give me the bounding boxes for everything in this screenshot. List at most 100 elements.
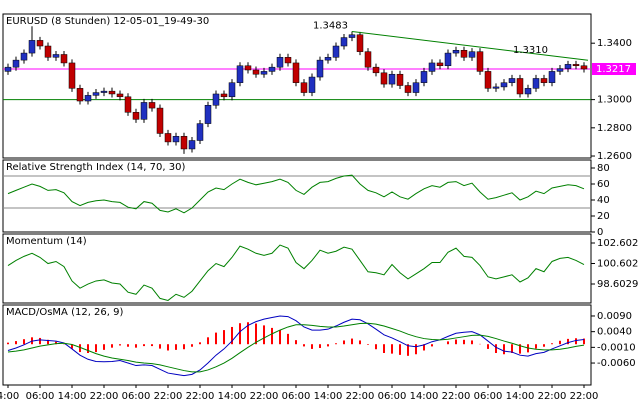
candle-body [524,88,532,95]
candle-body [164,133,172,143]
osma-bar [343,340,345,345]
candle-body [28,40,36,54]
osma-bar [319,344,321,348]
candle-body [412,82,420,93]
candle-body [532,78,540,89]
candle-body [156,107,164,134]
osma-bar [191,344,193,347]
candle-body [484,71,492,89]
candle-body [36,40,44,47]
panel-frame [2,159,592,233]
y-tick-label: 98.6029 [597,279,638,290]
osma-bar [375,344,377,350]
osma-bar [351,338,353,345]
candle-body [500,82,508,88]
osma-bar [95,344,97,353]
indicator-line [7,174,585,214]
candle-body [20,52,28,61]
osma-bar [271,327,273,345]
osma-bar [455,339,457,345]
candle-body [52,54,60,58]
price-label-box [592,63,636,76]
candle-body [420,71,428,83]
candle-body [396,73,404,86]
osma-bar [495,344,497,353]
osma-bar [255,323,257,345]
osma-bar [367,344,369,345]
candle-body [388,73,396,85]
osma-bar [215,332,217,345]
candle-body [204,105,212,124]
x-tick-label: 22:00 [442,391,471,402]
osma-bar [503,344,505,355]
y-tick-label: 20 [597,211,610,222]
osma-bar [223,330,225,345]
y-tick-label: 0.0090 [597,311,632,322]
osma-bar [159,344,161,349]
trend-label: 1.3310 [513,45,548,56]
osma-bar [119,344,121,346]
osma-bar [239,323,241,345]
x-tick-label: 06:00 [282,391,311,402]
candle-body [316,59,324,78]
candle-body [132,112,140,120]
candle-body [428,62,436,72]
candle-body [300,82,308,93]
y-tick-label: 1.2600 [597,151,632,162]
candle-body [188,140,196,150]
osma-bar [151,344,153,347]
candle-body [508,78,516,83]
osma-bar [23,339,25,345]
candle-body [580,65,588,70]
panel-title: Relative Strength Index (14, 70, 30) [6,162,185,173]
osma-bar [383,344,385,353]
osma-bar [111,344,113,348]
osma-bar [447,341,449,345]
osma-bar [327,344,329,347]
osma-bar [567,338,569,345]
candle-body [44,45,52,58]
y-tick-label: 40 [597,195,610,206]
candle-body [540,78,548,83]
candle-body [276,57,284,68]
x-tick-label: 06:00 [122,391,151,402]
x-tick-label: 4:00 [0,391,19,402]
candle-body [140,102,148,120]
indicator-line [7,315,585,377]
osma-bar [519,344,521,354]
candle-body [12,59,20,68]
osma-bar [551,343,553,345]
osma-bar [463,339,465,345]
candle-body [212,93,220,106]
candle-body [340,37,348,47]
osma-bar [407,344,409,356]
y-tick-label: 100.6029 [597,258,638,269]
y-tick-label: 0.0040 [597,327,632,338]
osma-bar [431,344,433,347]
candle-body [468,51,476,58]
candle-body [460,49,468,58]
osma-bar [335,343,337,345]
osma-bar [583,338,585,345]
osma-bar [71,344,73,349]
candle-body [380,72,388,85]
osma-bar [79,344,81,353]
osma-bar [55,341,57,345]
candle-body [516,78,524,95]
candle-body [556,68,564,72]
osma-bar [183,344,185,350]
candle-body [60,54,68,64]
candle-body [100,90,108,93]
osma-bar [471,340,473,345]
candle-body [292,62,300,83]
candle-body [548,71,556,83]
osma-bar [247,322,249,345]
candle-body [172,136,180,143]
candle-body [116,93,124,98]
osma-bar [511,344,513,353]
x-tick-label: 22:00 [346,391,375,402]
panel-title: Momentum (14) [6,236,87,247]
osma-bar [127,344,129,347]
x-tick-label: 14:00 [218,391,247,402]
osma-bar [167,344,169,351]
